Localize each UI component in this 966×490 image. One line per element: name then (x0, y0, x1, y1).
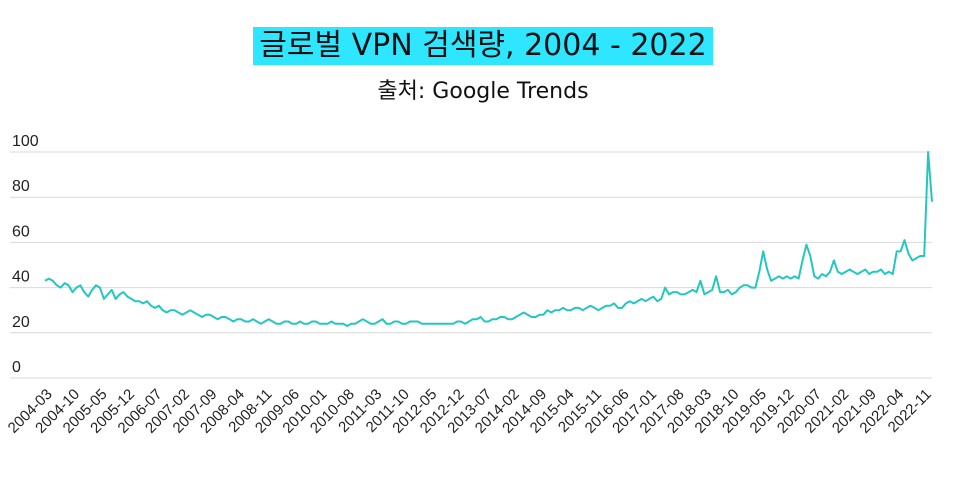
y-tick-label: 40 (12, 269, 30, 286)
series-line (44, 151, 933, 327)
subtitle-container: 출처: Google Trends (0, 73, 966, 105)
y-tick-label: 100 (12, 133, 39, 150)
y-tick-label: 80 (12, 178, 30, 195)
y-tick-label: 0 (12, 359, 21, 376)
title-container: 글로벌 VPN 검색량, 2004 - 2022 (0, 27, 966, 65)
chart-title: 글로벌 VPN 검색량, 2004 - 2022 (253, 27, 713, 65)
y-tick-label: 60 (12, 223, 30, 240)
y-tick-label: 20 (12, 314, 30, 331)
chart-subtitle: 출처: Google Trends (373, 73, 593, 105)
